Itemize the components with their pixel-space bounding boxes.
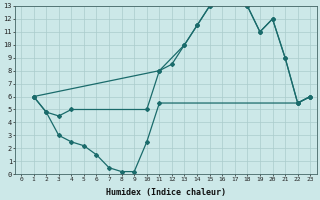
X-axis label: Humidex (Indice chaleur): Humidex (Indice chaleur) <box>106 188 226 197</box>
